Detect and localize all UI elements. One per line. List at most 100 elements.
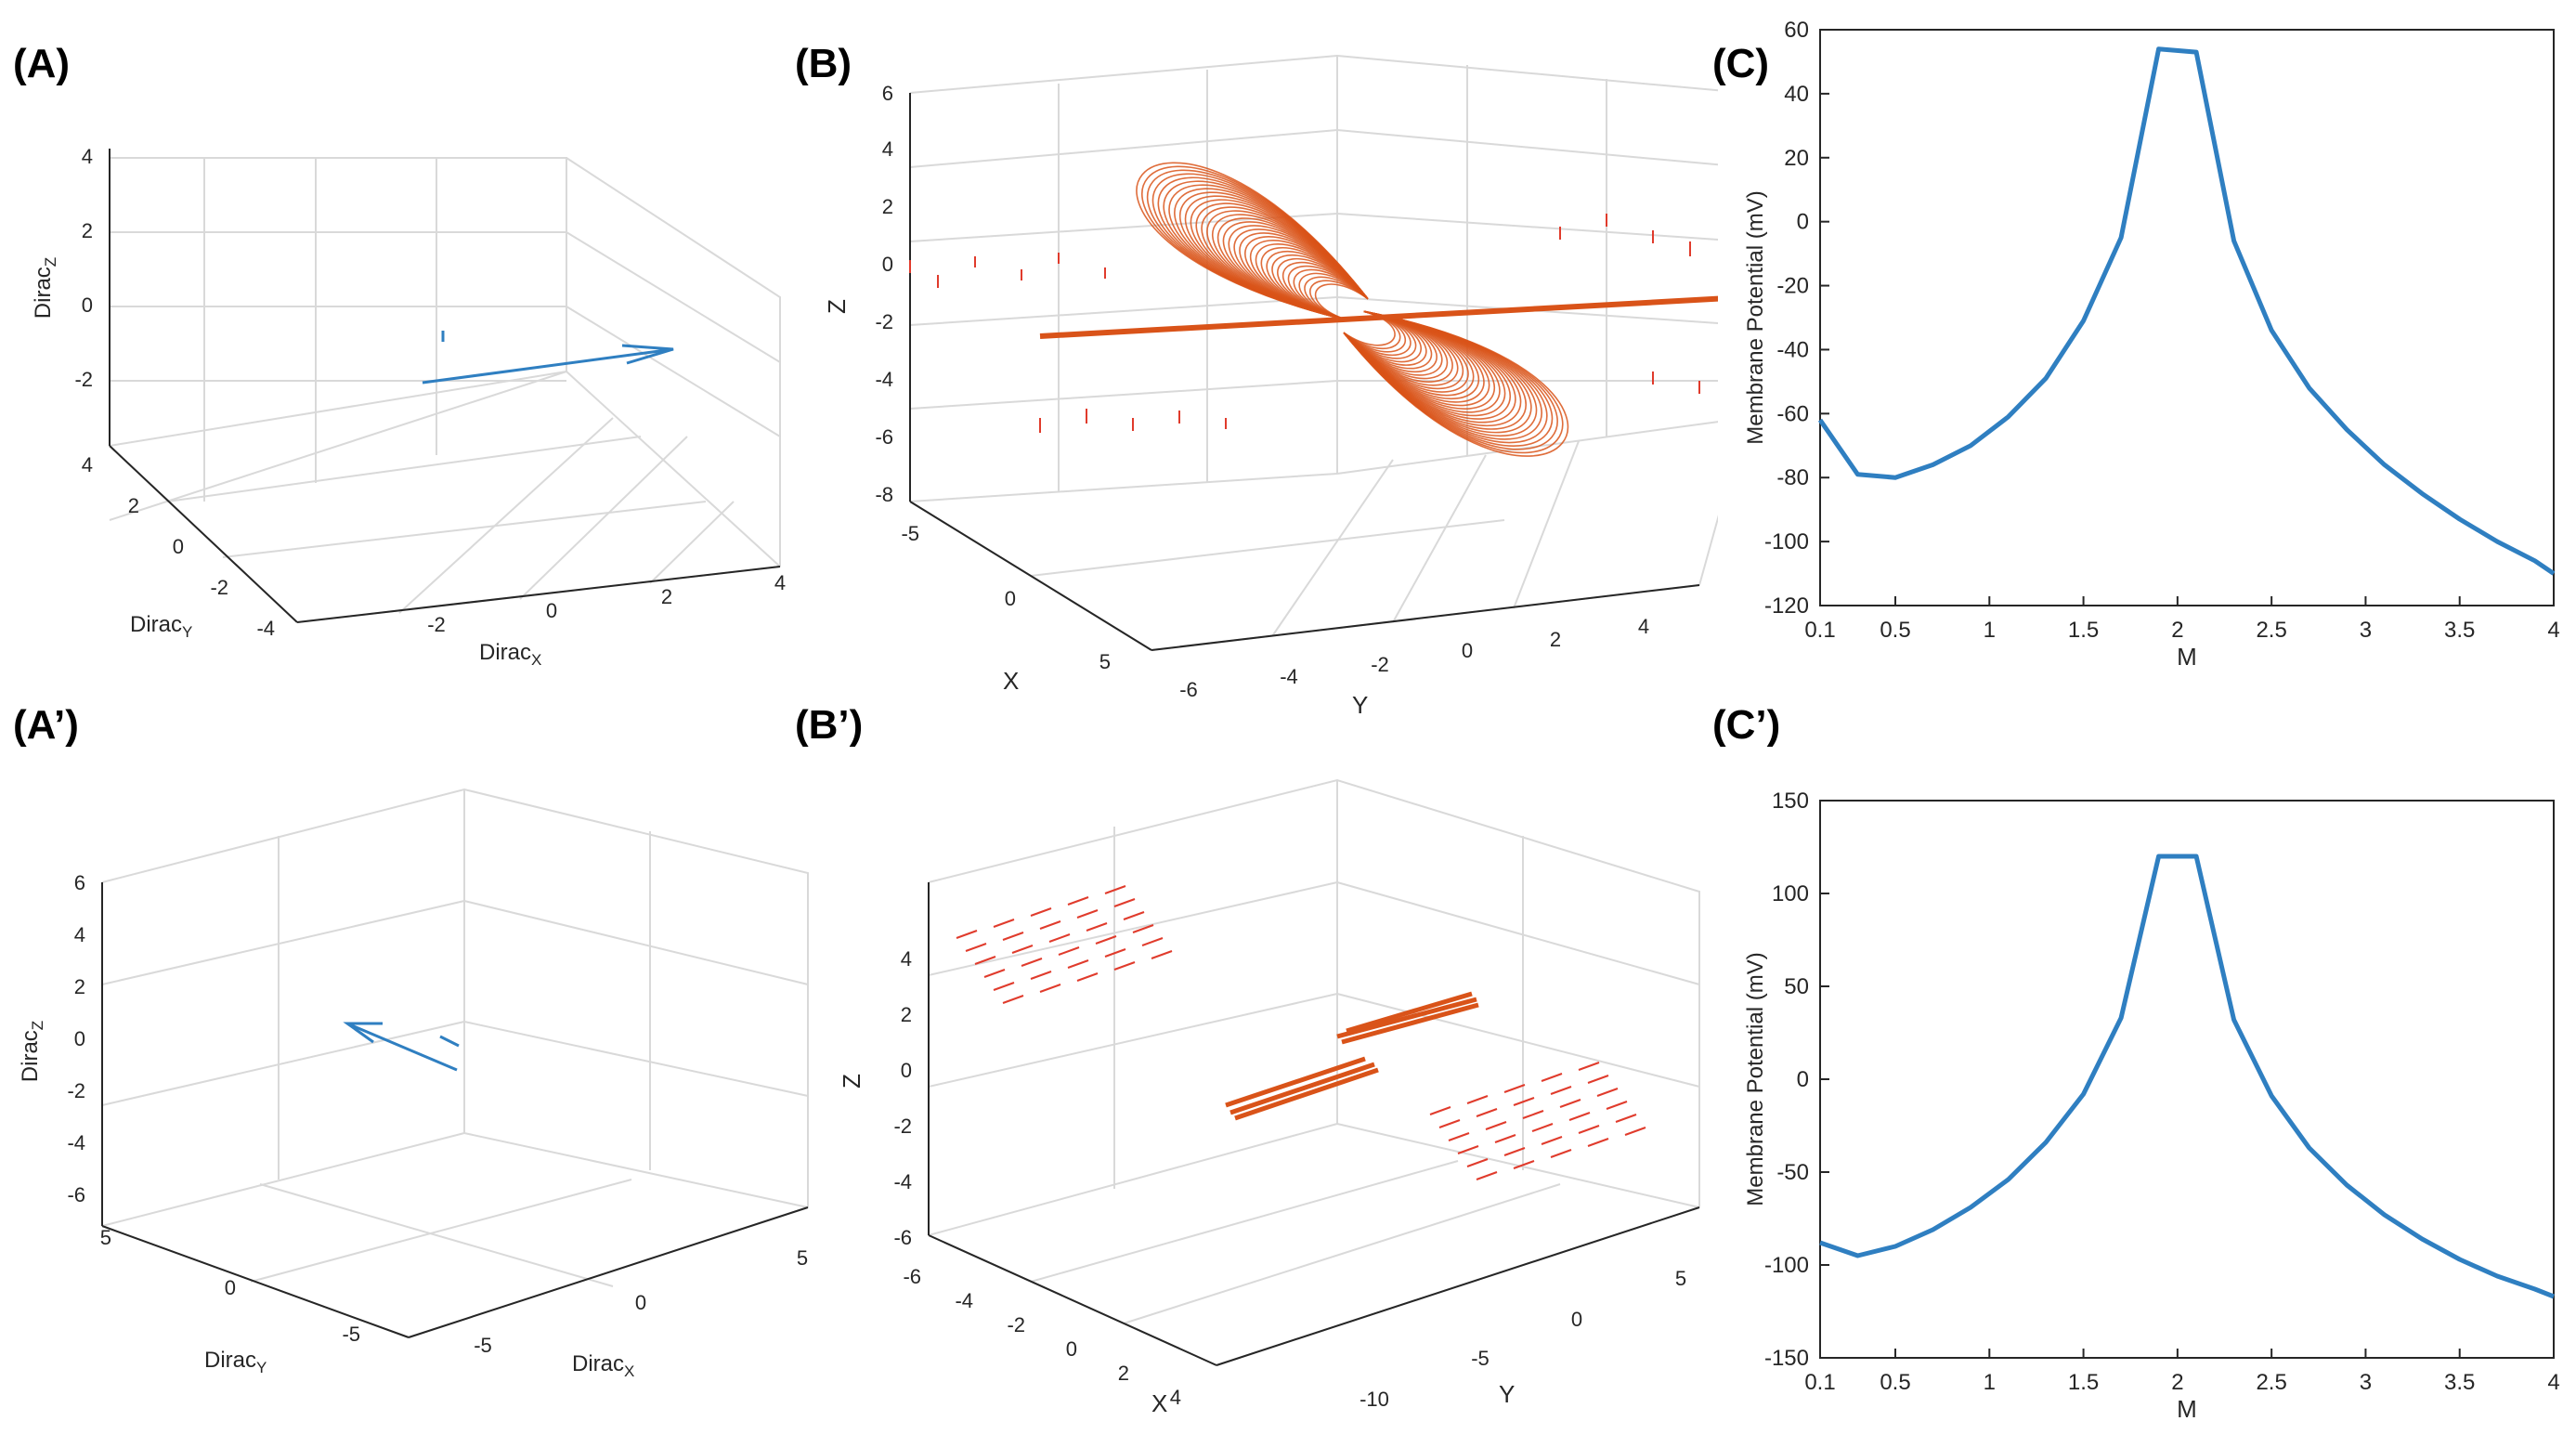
y-axis-label: Y <box>1352 691 1368 715</box>
streamline <box>1271 254 1369 321</box>
streamline <box>1244 236 1369 321</box>
field-arrow <box>1457 1145 1479 1154</box>
z-tick: 6 <box>882 82 893 105</box>
field-arrow <box>1123 911 1145 920</box>
x-tick: 0 <box>1005 587 1016 610</box>
field-arrow <box>974 956 996 965</box>
field-arrow <box>1568 1112 1591 1121</box>
y-tick-label: 20 <box>1784 146 1809 171</box>
streamline <box>1281 261 1369 321</box>
x-tick: 4 <box>774 571 786 594</box>
panel-label-b-prime: (B’) <box>795 702 864 748</box>
y-tick: 4 <box>82 453 93 476</box>
y-tick: -10 <box>1360 1388 1389 1411</box>
streamline <box>1239 232 1369 321</box>
z-tick: 2 <box>882 195 893 218</box>
axis-lines <box>109 149 781 623</box>
x-tick: 0 <box>546 599 557 622</box>
field-arrow <box>1494 1134 1516 1143</box>
streamline <box>1343 310 1569 457</box>
y-tick: 0 <box>1462 639 1473 662</box>
axis-lines <box>101 882 809 1338</box>
y-tick-label: -100 <box>1764 529 1809 554</box>
x-tick: -5 <box>474 1334 492 1357</box>
field-arrow <box>1485 1121 1507 1130</box>
y-tick-label: 0 <box>1797 1067 1809 1092</box>
field-arrow <box>1132 924 1154 933</box>
x-tick-label: 0.5 <box>1880 618 1910 643</box>
z-axis-label: DiracZ <box>18 1021 46 1082</box>
x-tick: 2 <box>661 585 672 608</box>
streamline <box>1206 210 1369 321</box>
panel-label-c-prime: (C’) <box>1712 702 1781 748</box>
field-arrow <box>1113 898 1136 907</box>
y-tick-label: -50 <box>1776 1160 1809 1185</box>
field-arrow <box>1559 1099 1581 1108</box>
streamline <box>1277 257 1369 321</box>
grid-box <box>909 54 1718 651</box>
y-axis-label: Membrane Potential (mV) <box>1743 952 1768 1206</box>
x-tick-label: 2 <box>2171 1370 2183 1395</box>
y-tick: 2 <box>1550 628 1561 651</box>
series-line <box>1817 46 2556 576</box>
field-arrow <box>1030 907 1052 917</box>
dirac-arrow-small <box>439 1035 460 1048</box>
x-tick: 0 <box>635 1291 646 1314</box>
streamline <box>1190 199 1369 321</box>
z-tick: 4 <box>82 145 93 168</box>
y-axis-label: Y <box>1499 1380 1515 1408</box>
y-tick: -2 <box>1371 653 1389 676</box>
y-tick-label: -80 <box>1776 465 1809 490</box>
field-arrow <box>1076 909 1099 919</box>
field-arrow <box>1550 1149 1572 1158</box>
field-arrow <box>1587 1138 1609 1147</box>
field-arrow <box>1466 1158 1489 1167</box>
x-tick-label: 0.1 <box>1804 1370 1835 1395</box>
field-arrow <box>1438 1119 1461 1128</box>
x-tick: 2 <box>1118 1362 1129 1385</box>
x-tick: 5 <box>1099 650 1111 673</box>
streamline <box>1343 310 1433 370</box>
y-tick-label: -60 <box>1776 401 1809 426</box>
x-axis-label: DiracX <box>479 640 541 669</box>
field-arrow <box>1048 933 1071 943</box>
field-arrow <box>1541 1073 1563 1082</box>
field-arrow <box>1039 920 1061 930</box>
y-tick: 0 <box>173 535 184 558</box>
y-tick: -4 <box>1280 665 1298 688</box>
streamline <box>1233 228 1369 321</box>
x-tick-label: 4 <box>2547 1370 2559 1395</box>
panel-label-c: (C) <box>1712 41 1770 86</box>
y-tick-label: -100 <box>1764 1253 1809 1278</box>
x-axis-label: X <box>1151 1389 1167 1417</box>
x-tick: -6 <box>903 1265 921 1288</box>
z-tick: 4 <box>901 947 912 971</box>
field-arrow <box>1624 1127 1646 1136</box>
field-arrow <box>1606 1101 1628 1110</box>
x-tick: -2 <box>1007 1313 1025 1336</box>
field-arrow <box>983 969 1006 978</box>
streamline <box>1343 310 1542 440</box>
streamline <box>1343 310 1469 393</box>
z-tick: -2 <box>875 310 893 333</box>
streamline <box>1343 310 1501 413</box>
x-tick-label: 2.5 <box>2256 1370 2286 1395</box>
grid-box <box>101 788 809 1338</box>
panel-label-a-prime: (A’) <box>13 702 79 748</box>
z-tick: -6 <box>875 425 893 449</box>
x-axis-label: M <box>2177 643 2197 671</box>
field-arrow <box>1503 1147 1526 1156</box>
y-tick: -4 <box>256 617 275 640</box>
z-tick: 0 <box>82 293 93 317</box>
streamline <box>1343 310 1479 400</box>
field-arrow <box>1513 1160 1535 1169</box>
z-axis-label: DiracZ <box>31 257 59 319</box>
x-tick-label: 3.5 <box>2444 618 2475 643</box>
z-tick: -2 <box>67 1079 85 1102</box>
x-tick: 5 <box>797 1246 808 1270</box>
x-tick: -4 <box>955 1289 973 1312</box>
z-tick: -4 <box>875 368 893 391</box>
z-tick: 0 <box>882 253 893 276</box>
